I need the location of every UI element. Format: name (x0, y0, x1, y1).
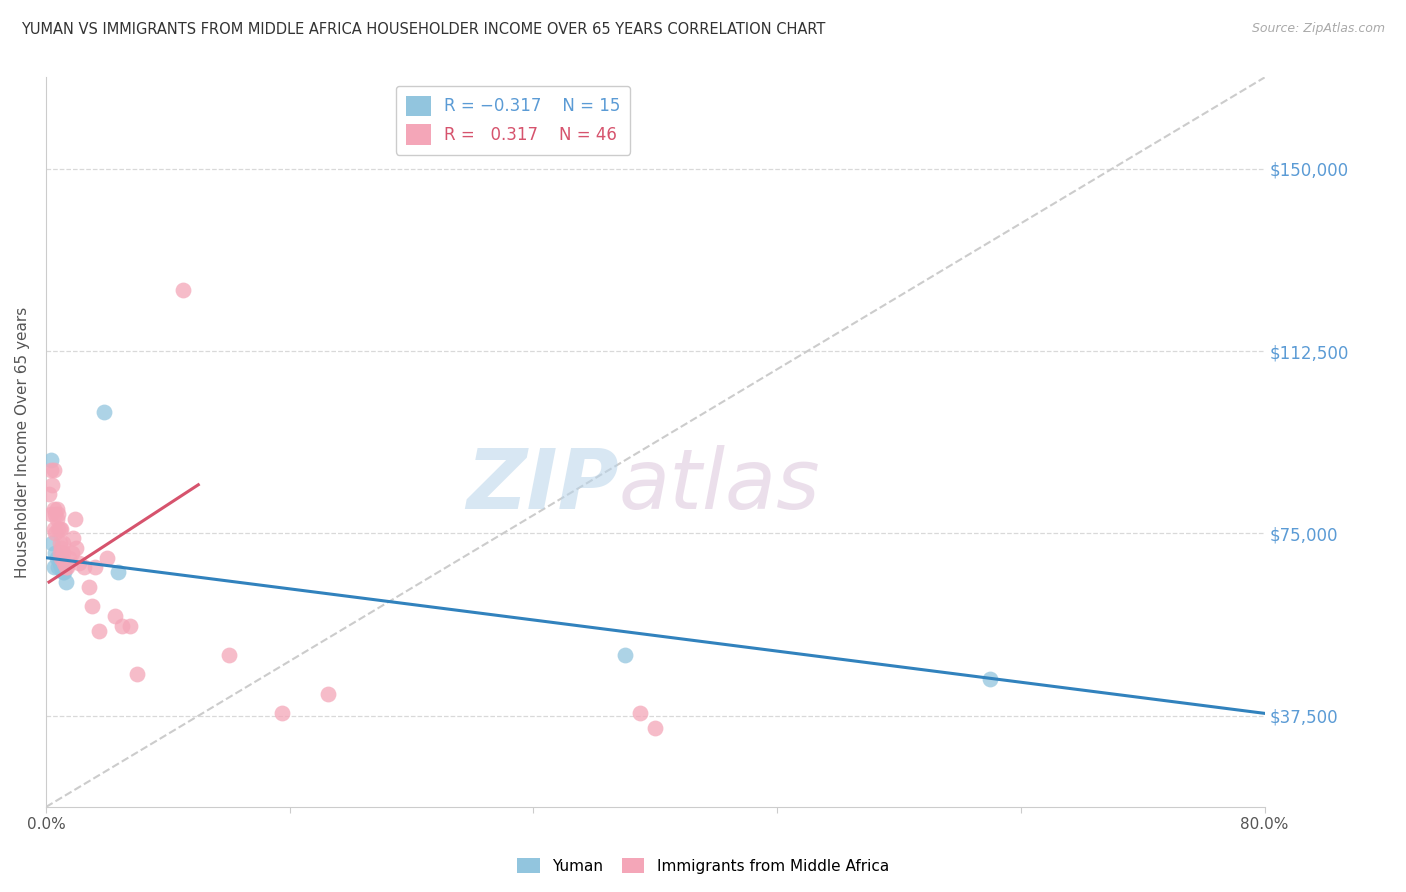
Text: ZIP: ZIP (467, 445, 619, 526)
Point (55, 575, 77, 590)
Text: Source: ZipAtlas.com: Source: ZipAtlas.com (1251, 22, 1385, 36)
Point (83, 560, 105, 574)
Point (118, 619, 141, 633)
Point (51, 560, 73, 574)
Point (45, 512, 67, 526)
Point (65, 541, 87, 555)
Point (45, 550, 67, 565)
Point (46, 507, 69, 521)
Point (613, 648, 636, 662)
Point (111, 619, 134, 633)
Point (628, 706, 651, 721)
Point (48, 546, 70, 560)
Point (172, 283, 194, 297)
Point (46, 522, 69, 536)
Point (52, 546, 75, 560)
Point (77, 580, 100, 594)
Point (69, 556, 91, 570)
Point (316, 687, 339, 701)
Y-axis label: Householder Income Over 65 years: Householder Income Over 65 years (15, 307, 30, 578)
Point (103, 609, 125, 624)
Point (45, 502, 67, 516)
Point (48, 536, 70, 550)
Point (58, 550, 80, 565)
Point (96, 550, 118, 565)
Point (53, 566, 76, 580)
Point (39, 453, 62, 467)
Point (42, 522, 65, 536)
Point (38, 487, 60, 501)
Point (62, 531, 84, 545)
Point (44, 507, 66, 521)
Point (48, 522, 70, 536)
Point (42, 502, 65, 516)
Point (51, 550, 73, 565)
Point (107, 566, 129, 580)
Point (51, 522, 73, 536)
Legend: R = −0.317    N = 15, R =   0.317    N = 46: R = −0.317 N = 15, R = 0.317 N = 46 (395, 86, 630, 155)
Point (271, 706, 294, 721)
Point (218, 648, 240, 662)
Point (51, 541, 73, 555)
Point (39, 507, 62, 521)
Point (60, 546, 83, 560)
Point (63, 512, 86, 526)
Point (56, 560, 79, 574)
Text: atlas: atlas (619, 445, 820, 526)
Point (93, 405, 115, 419)
Point (44, 526, 66, 541)
Point (80, 599, 103, 614)
Point (979, 673, 1001, 687)
Text: YUMAN VS IMMIGRANTS FROM MIDDLE AFRICA HOUSEHOLDER INCOME OVER 65 YEARS CORRELAT: YUMAN VS IMMIGRANTS FROM MIDDLE AFRICA H… (21, 22, 825, 37)
Point (42, 560, 65, 574)
Point (42, 463, 65, 477)
Point (53, 556, 76, 570)
Point (41, 477, 63, 491)
Point (89, 624, 111, 638)
Point (644, 721, 666, 735)
Point (52, 536, 75, 550)
Point (55, 560, 77, 574)
Point (39, 463, 62, 477)
Point (46, 560, 69, 574)
Point (52, 566, 75, 580)
Legend: Yuman, Immigrants from Middle Africa: Yuman, Immigrants from Middle Africa (510, 852, 896, 880)
Point (44, 546, 66, 560)
Point (127, 667, 149, 681)
Point (73, 560, 96, 574)
Point (48, 556, 70, 570)
Point (41, 536, 63, 550)
